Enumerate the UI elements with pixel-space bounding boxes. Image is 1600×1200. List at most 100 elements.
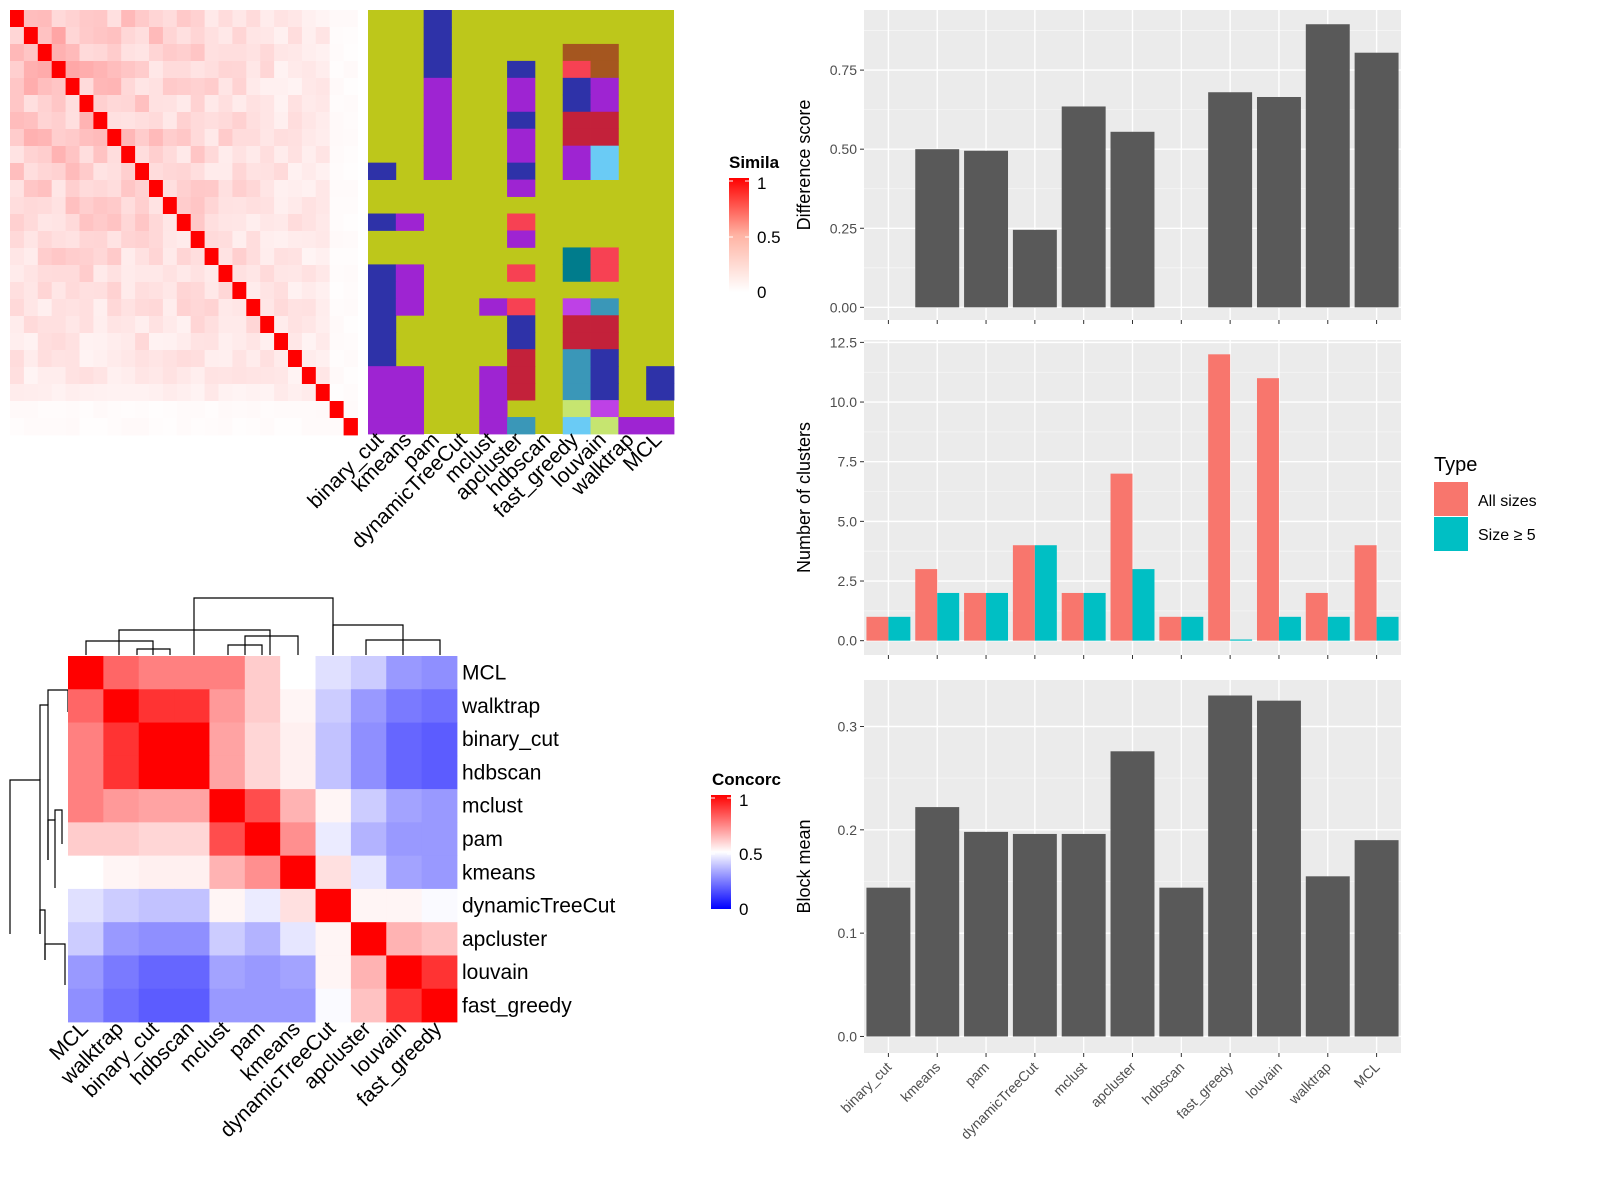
concordance-row-label: walktrap xyxy=(461,695,540,718)
similarity-cell xyxy=(107,27,122,45)
similarity-cell xyxy=(176,418,192,436)
concordance-row-label: binary_cut xyxy=(462,728,559,751)
similarity-cell xyxy=(107,146,122,164)
similarity-cell xyxy=(232,197,247,215)
partition-cell xyxy=(590,383,619,401)
similarity-cell xyxy=(149,61,164,79)
bar xyxy=(1159,616,1182,641)
similarity-cell xyxy=(79,265,94,283)
x-tick-label: mclust xyxy=(1050,1059,1090,1099)
similarity-cell xyxy=(343,367,358,385)
partition-cell xyxy=(368,315,397,333)
concordance-cell xyxy=(350,755,387,790)
concordance-cell xyxy=(68,955,104,990)
similarity-cell xyxy=(288,214,303,232)
partition-cell xyxy=(423,43,452,62)
similarity-cell xyxy=(343,180,358,198)
partition-cell xyxy=(590,162,619,180)
similarity-cell xyxy=(93,367,108,385)
concordance-cell xyxy=(244,789,281,823)
concordance-cell xyxy=(209,922,246,956)
similarity-cell xyxy=(107,418,122,436)
similarity-cell xyxy=(93,95,108,113)
similarity-cell xyxy=(204,418,219,436)
similarity-cell xyxy=(10,197,25,215)
similarity-cell xyxy=(190,112,205,130)
partition-cell xyxy=(423,94,452,113)
bar xyxy=(1354,840,1399,1037)
concordance-cell xyxy=(244,922,281,956)
similarity-cell xyxy=(246,350,261,368)
concordance-cell xyxy=(103,922,140,956)
similarity-cell xyxy=(218,299,233,317)
similarity-cell xyxy=(204,299,219,317)
similarity-cell xyxy=(149,248,164,266)
similarity-cell xyxy=(329,146,344,164)
partition-cell xyxy=(423,26,452,45)
bar xyxy=(964,592,987,641)
similarity-cell xyxy=(218,214,233,232)
similarity-cell xyxy=(190,231,205,249)
similarity-cell xyxy=(37,282,53,300)
similarity-cell xyxy=(176,27,192,45)
partition-cell xyxy=(562,77,591,96)
similarity-cell xyxy=(190,146,205,164)
concordance-cell xyxy=(280,689,316,723)
similarity-cell xyxy=(23,214,39,232)
similarity-cell xyxy=(23,112,39,130)
partition-cell xyxy=(562,111,591,130)
concordance-cell xyxy=(174,888,210,923)
partition-cell xyxy=(368,213,397,231)
type-legend-swatch-all xyxy=(1434,482,1468,516)
similarity-cell xyxy=(301,401,317,419)
similarity-cell xyxy=(218,384,233,402)
similarity-cell xyxy=(329,44,344,62)
similarity-cell xyxy=(135,418,150,436)
similarity-cell xyxy=(260,282,275,300)
concordance-cell xyxy=(68,888,104,923)
partition-cell xyxy=(590,145,619,164)
similarity-cell xyxy=(37,112,53,130)
type-legend-title: Type xyxy=(1434,454,1477,476)
similarity-cell xyxy=(176,401,192,419)
similarity-cell xyxy=(121,10,136,28)
legend-clip xyxy=(787,760,807,930)
similarity-cell xyxy=(288,129,303,147)
similarity-cell xyxy=(176,367,192,385)
similarity-cell xyxy=(301,299,317,317)
similarity-cell xyxy=(10,214,25,232)
similarity-cell xyxy=(23,197,39,215)
concordance-cell xyxy=(174,822,210,857)
concordance-row-label: dynamicTreeCut xyxy=(462,895,615,918)
similarity-cell xyxy=(135,248,150,266)
similarity-cell xyxy=(274,10,289,28)
partition-cell xyxy=(507,349,536,367)
concordance-cell xyxy=(138,789,175,823)
similarity-cell xyxy=(315,146,331,164)
similarity-cell xyxy=(315,333,331,351)
similarity-cell xyxy=(162,316,178,334)
concordance-row-label: kmeans xyxy=(462,861,536,884)
y-tick-label: 0.2 xyxy=(838,822,858,838)
similarity-cell xyxy=(190,27,205,45)
concordance-cell xyxy=(386,888,423,923)
similarity-cell xyxy=(288,367,303,385)
similarity-cell xyxy=(51,44,66,62)
similarity-cell xyxy=(274,384,289,402)
similarity-cell xyxy=(190,129,205,147)
similarity-cell xyxy=(246,401,261,419)
partition-cell xyxy=(590,400,619,418)
similarity-cell xyxy=(149,214,164,232)
partition-cell xyxy=(507,366,536,384)
similarity-cell xyxy=(149,10,164,28)
similarity-cell xyxy=(23,333,39,351)
similarity-cell xyxy=(288,95,303,113)
similarity-cell xyxy=(79,299,94,317)
similarity-cell xyxy=(288,333,303,351)
concordance-cell xyxy=(421,822,458,857)
concordance-cell xyxy=(244,689,281,723)
similarity-cell xyxy=(149,44,164,62)
partition-cell xyxy=(395,213,425,231)
bar xyxy=(1061,106,1106,308)
similarity-cell xyxy=(37,265,53,283)
